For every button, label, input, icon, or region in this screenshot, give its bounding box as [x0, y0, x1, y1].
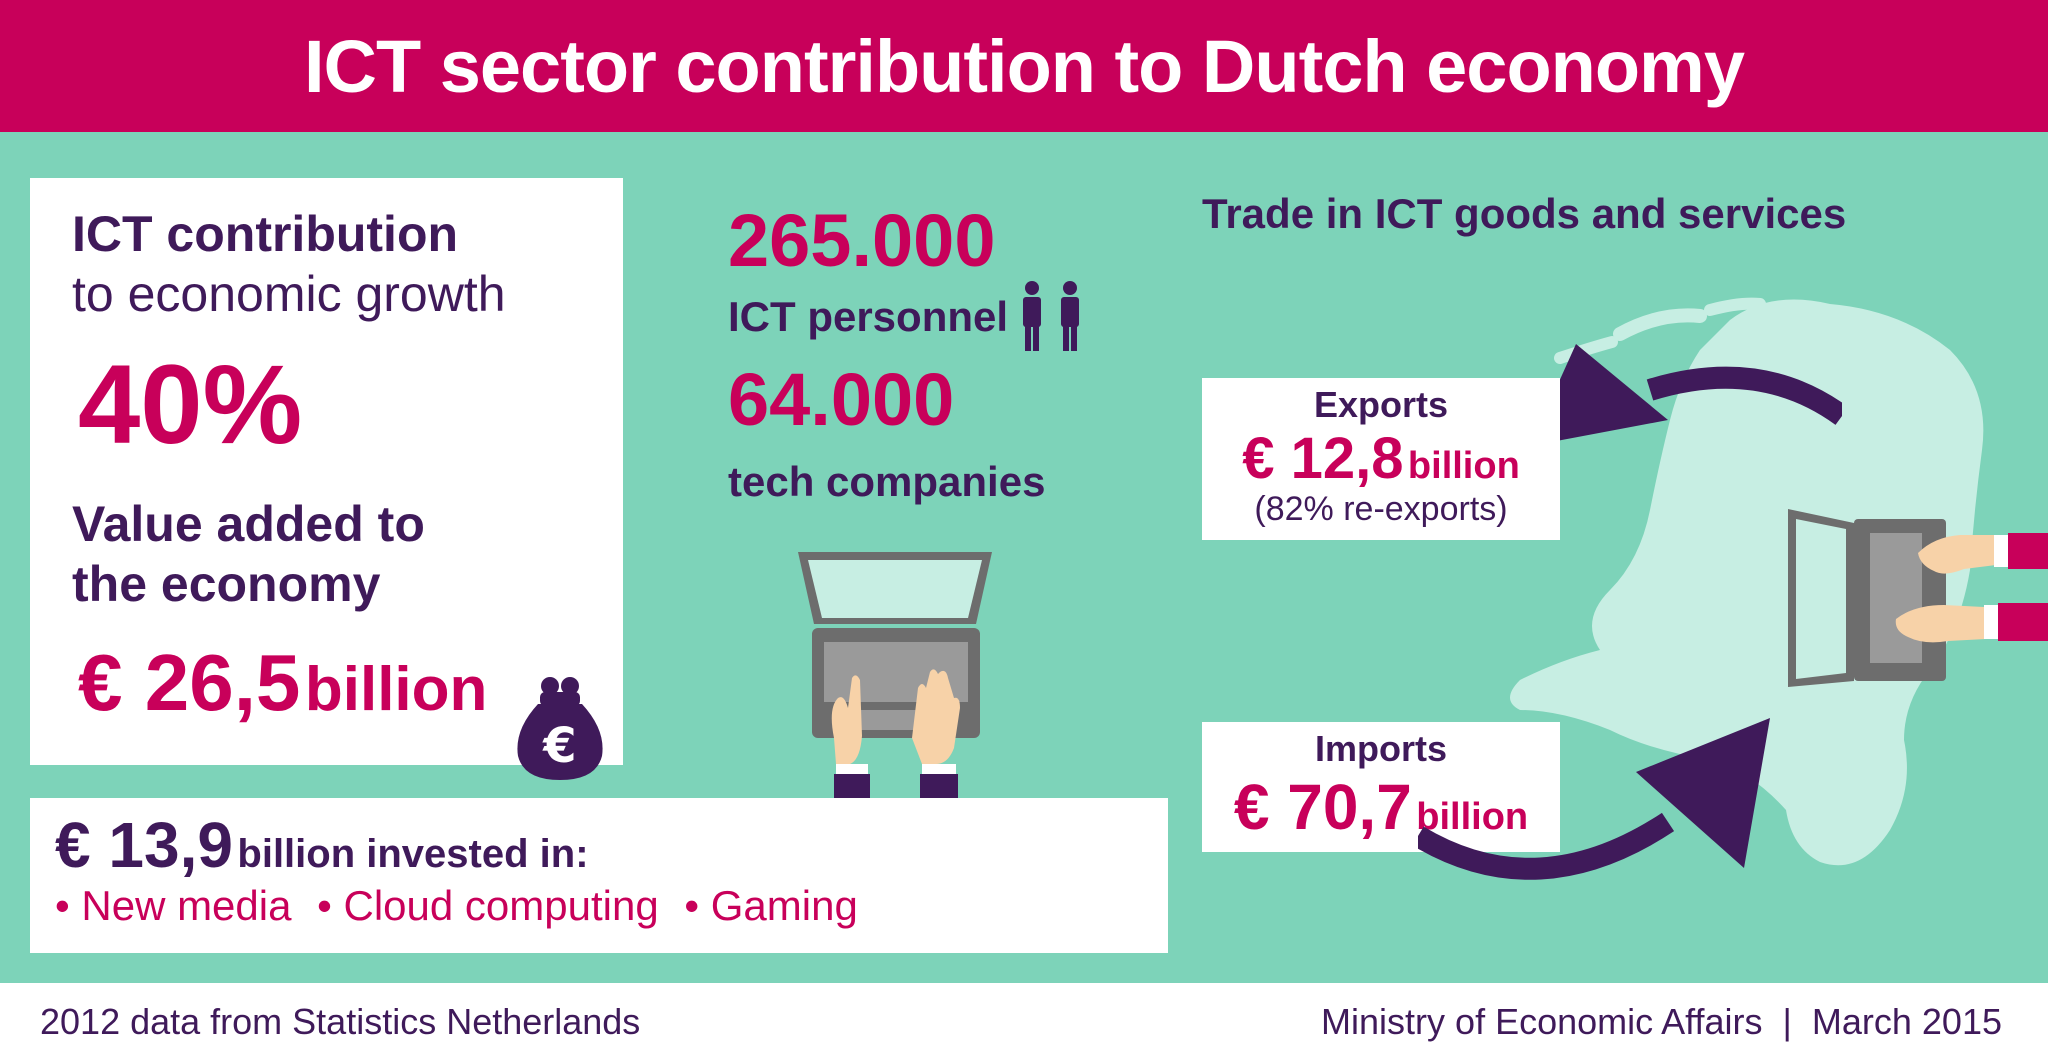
value-added-unit: billion [304, 655, 488, 724]
imports-amount: € 70,7 billion [1202, 770, 1560, 844]
personnel-label: ICT personnel [728, 293, 1009, 340]
title-banner: ICT sector contribution to Dutch economy [0, 0, 2048, 132]
money-purse-euro-icon: € [517, 677, 603, 780]
page-title: ICT sector contribution to Dutch economy [303, 24, 1745, 108]
value-added-heading-line2: the economy [72, 556, 381, 612]
growth-panel [30, 178, 623, 765]
investment-item-label: Cloud computing [343, 882, 659, 929]
trade-heading: Trade in ICT goods and services [1202, 190, 1847, 237]
investment-item-label: Gaming [710, 882, 858, 929]
investment-item: • Cloud computing [317, 882, 659, 929]
footer-credit: Ministry of Economic Affairs | March 201… [1321, 1001, 2002, 1042]
value-added-value: € 26,5 [78, 638, 301, 727]
value-added-amount: € 26,5 billion [78, 637, 487, 729]
investment-text: billion invested in: [237, 832, 589, 876]
growth-subheading: to economic growth [72, 266, 506, 322]
value-added-heading-line1: Value added to [72, 496, 425, 552]
exports-unit: billion [1407, 445, 1520, 487]
growth-value: 40% [78, 342, 303, 467]
investment-value: € 13,9 [55, 809, 233, 881]
import-arrow-icon [1418, 718, 1770, 880]
personnel-value: 265.000 [728, 199, 996, 282]
exports-value: € 12,8 [1242, 426, 1404, 491]
people-icon [1023, 281, 1079, 351]
imports-unit: billion [1416, 796, 1529, 838]
growth-heading: ICT contribution [72, 206, 459, 262]
imports-box [1202, 722, 1560, 852]
exports-amount: € 12,8 billion [1202, 425, 1560, 492]
investment-item-label: New media [81, 882, 292, 929]
imports-value: € 70,7 [1233, 771, 1412, 843]
footer-source: 2012 data from Statistics Netherlands [40, 1001, 641, 1042]
exports-note: (82% re-exports) [1254, 490, 1508, 528]
investment-panel [30, 798, 1168, 953]
companies-value: 64.000 [728, 358, 955, 441]
export-arrow-icon [1530, 344, 1842, 446]
exports-label: Exports [1313, 384, 1449, 425]
footer: 2012 data from Statistics Netherlands Mi… [0, 983, 2048, 1057]
investment-list: • New media • Cloud computing • Gaming [55, 882, 858, 930]
investment-item: • New media [55, 882, 292, 929]
laptop-export-illustration [1788, 509, 2048, 687]
companies-label: tech companies [728, 458, 1046, 505]
svg-text:€: € [542, 718, 576, 774]
imports-label: Imports [1314, 728, 1447, 769]
laptop-typing-illustration [798, 552, 992, 800]
investment-item: • Gaming [684, 882, 858, 929]
investment-line: € 13,9 billion invested in: [55, 808, 589, 882]
netherlands-map [1510, 297, 1984, 866]
exports-box [1202, 378, 1560, 540]
